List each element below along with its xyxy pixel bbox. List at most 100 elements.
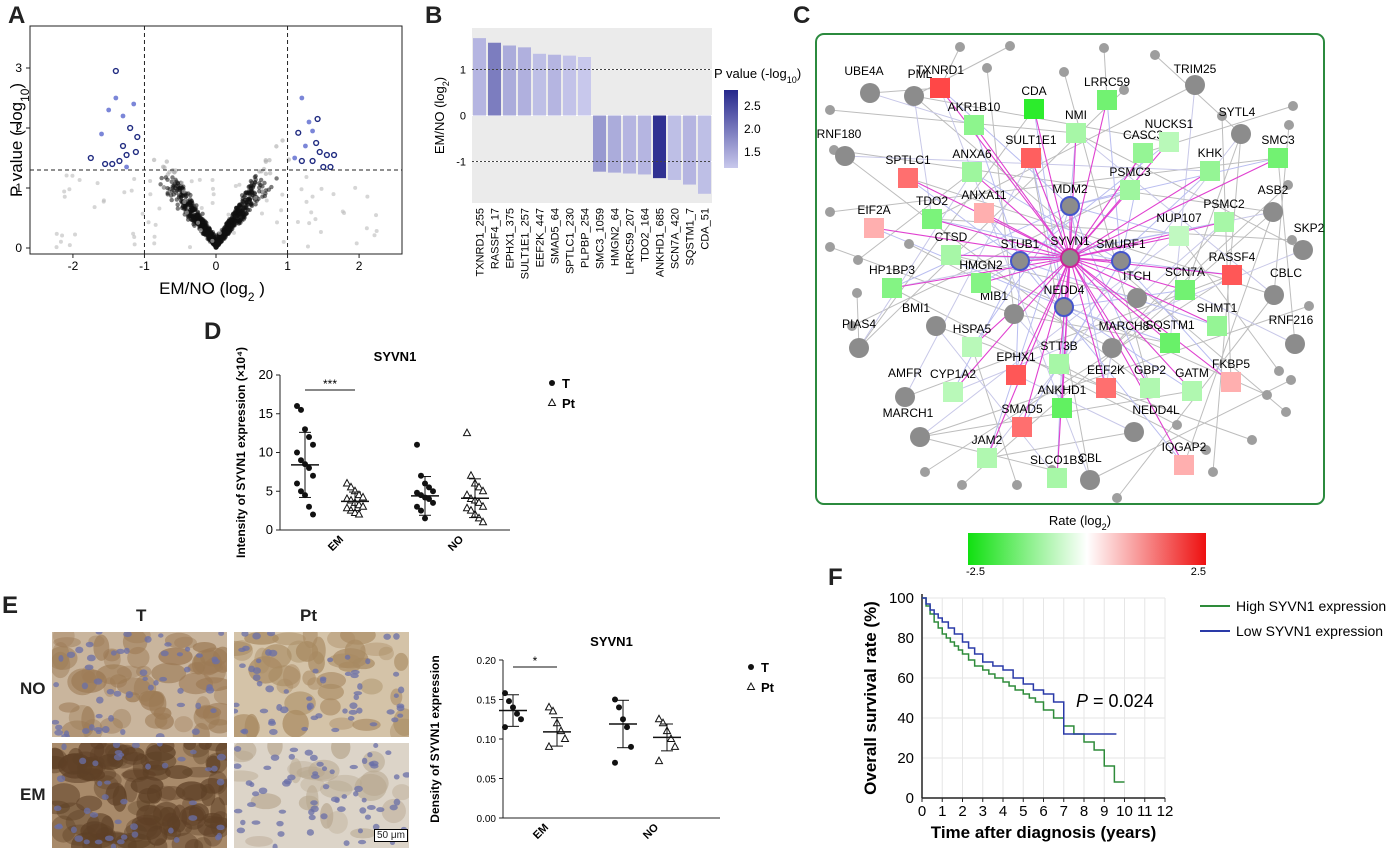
col-label-pt: Pt (300, 606, 317, 625)
data-point (132, 177, 137, 182)
highlighted-point (313, 139, 320, 147)
highlighted-point (123, 151, 130, 159)
data-point (299, 187, 304, 192)
data-point-pt (342, 478, 352, 487)
y-tick-label: 20 (259, 367, 273, 382)
nucleus (123, 647, 130, 654)
nucleus (234, 808, 243, 814)
data-point (374, 213, 379, 218)
nucleus (156, 743, 163, 747)
y-tick-label: 80 (897, 630, 914, 647)
bar (473, 38, 486, 116)
highlighted-point (132, 148, 139, 156)
nucleus (329, 769, 335, 775)
nucleus (341, 794, 348, 799)
nucleus (289, 747, 299, 753)
panel-label-b: B (425, 2, 443, 29)
density-dot-plot: SYVN1 0.00 0.05 0.10 0.15 0.20 Density of SYVN… (428, 634, 775, 842)
data-point-pt (478, 501, 488, 510)
nucleus (101, 726, 110, 733)
category-label: EEF2K_447 (535, 208, 547, 267)
network-edge (844, 155, 1151, 389)
y-tick-label: 0.15 (477, 696, 497, 707)
network-node (1263, 202, 1283, 222)
highlighted-point (112, 67, 119, 75)
network-node-small (1286, 375, 1296, 385)
data-point (158, 182, 163, 187)
network-node-small (1281, 407, 1291, 417)
stained-cell (184, 838, 204, 848)
nucleus (308, 808, 315, 816)
nucleus (168, 827, 174, 834)
data-point (77, 177, 82, 182)
nucleus (270, 754, 280, 761)
node-label: HSPA5 (953, 322, 992, 336)
data-point (171, 185, 176, 191)
network-edge (931, 218, 1071, 259)
data-point (257, 169, 262, 174)
y-tick-label: -1 (456, 157, 466, 169)
network-edge (935, 325, 1107, 389)
data-point (374, 228, 379, 233)
nucleus (234, 763, 242, 769)
data-point (165, 192, 170, 197)
nucleus (83, 839, 90, 845)
data-point-t (612, 759, 618, 766)
node-label: TRIM25 (1174, 62, 1217, 76)
stained-cell (106, 744, 139, 769)
data-point (238, 204, 243, 210)
network-edge (1069, 257, 1233, 276)
data-point-t (306, 434, 312, 440)
nucleus (75, 646, 84, 654)
network-node-small (847, 321, 857, 331)
data-point-pt (466, 505, 476, 514)
node-label: EPHX1 (996, 350, 1036, 364)
nucleus (70, 826, 77, 834)
network-edge (1069, 170, 1211, 259)
network-edge (1075, 132, 1304, 251)
scale-bar: 50 μm (374, 829, 408, 842)
network-node-protein (964, 115, 984, 135)
nucleus (393, 774, 400, 780)
data-point-t (616, 704, 622, 711)
data-point-t (294, 403, 300, 409)
data-point-t (298, 488, 304, 495)
node-label: PML (908, 67, 933, 81)
nucleus (320, 813, 328, 820)
data-point (253, 195, 258, 200)
network-node-small (1247, 435, 1257, 445)
data-point (313, 217, 318, 222)
y-tick-label: 0 (15, 241, 22, 255)
network-edge (869, 92, 975, 126)
nucleus (259, 708, 269, 714)
data-point-pt (346, 482, 356, 491)
nucleus (82, 728, 90, 734)
data-point (218, 239, 224, 244)
network-edge (939, 87, 1071, 207)
data-point-t (418, 472, 424, 479)
nucleus (397, 713, 404, 718)
y-tick-label: 0.20 (477, 656, 497, 667)
y-tick-label: 0 (460, 111, 466, 123)
network-node-protein (1221, 372, 1241, 392)
network-node-small (1217, 111, 1227, 121)
data-point (160, 164, 166, 170)
legend-marker-pt (547, 397, 557, 406)
legend-marker-t (549, 380, 555, 386)
data-point (151, 157, 157, 163)
stained-cell (127, 840, 155, 848)
data-point-pt (666, 733, 676, 742)
nucleus (256, 680, 263, 687)
nucleus (54, 729, 64, 736)
nucleus (349, 702, 358, 709)
x-axis-label: EM/NO (log2 ) (159, 279, 265, 304)
data-point (260, 189, 265, 194)
stained-cell (105, 782, 126, 806)
stained-cell (360, 678, 383, 695)
nucleus (56, 775, 66, 783)
data-point (62, 189, 67, 194)
node-label: SPTLC1 (885, 153, 931, 167)
data-point (163, 175, 169, 180)
data-point (264, 198, 269, 203)
network-edge (1069, 235, 1180, 259)
